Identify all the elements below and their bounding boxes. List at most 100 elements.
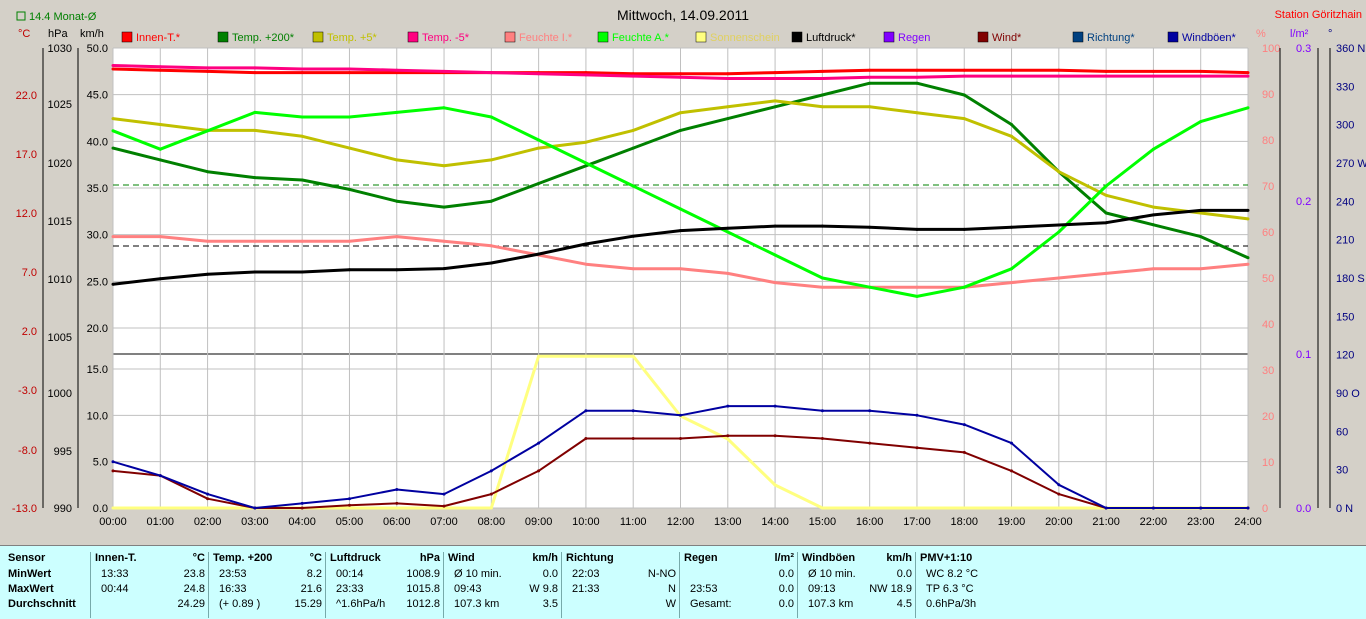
series-point — [489, 115, 493, 119]
series-point — [300, 67, 304, 71]
legend-label: Feuchte I.* — [519, 32, 573, 44]
stats-column: Wind km/h Ø 10 min. 0.0 09:43 W 9.8 107.3 km 3.… — [443, 552, 562, 618]
series-point — [1151, 147, 1155, 151]
stats-header: PMV+1:10 — [920, 552, 1032, 568]
hour-tick-label: 06:00 — [383, 516, 411, 528]
series-point — [1104, 193, 1108, 197]
sun-tick-label: 20 — [1262, 411, 1274, 423]
series-point — [1057, 74, 1061, 78]
series-point — [1010, 123, 1013, 126]
statistics-panel: Sensor MinWert MaxWert Durchschnitt Innen-T.… — [0, 545, 1366, 619]
stats-time: 23:53 — [690, 583, 718, 595]
series-point — [206, 492, 210, 496]
legend-swatch — [883, 31, 895, 43]
stats-row: Durchschnitt — [8, 598, 86, 614]
humidity-tick-label: 40 — [1262, 319, 1274, 331]
stats-time: ^1.6hPa/h — [336, 598, 386, 610]
direction-tick-label: 180 S — [1336, 273, 1365, 285]
series-point — [584, 140, 588, 144]
series-point — [631, 184, 635, 188]
series-point — [253, 128, 257, 132]
stats-time: 00:14 — [336, 568, 364, 580]
series-point — [253, 239, 257, 243]
stats-value: 15.29 — [294, 598, 322, 610]
stats-time: Gesamt: — [690, 598, 732, 610]
stats-row: Ø 10 min. 0.0 — [802, 568, 912, 584]
stats-row: 09:13 NW 18.9 — [802, 583, 912, 599]
legend-label: Temp. +5* — [327, 32, 378, 44]
stats-value: 23.8 — [183, 568, 205, 580]
series-point — [1104, 271, 1108, 275]
series-point — [773, 77, 777, 80]
series-point — [679, 413, 682, 417]
series-point — [820, 77, 824, 80]
hour-tick-label: 20:00 — [1045, 516, 1073, 528]
legend-label: Luftdruck* — [806, 32, 856, 44]
stats-row: 13:33 23.8 — [95, 568, 205, 584]
series-point — [1104, 69, 1108, 73]
legend-swatch — [312, 31, 324, 43]
stats-row: ^1.6hPa/h 1012.8 — [330, 598, 440, 614]
series-point — [1246, 256, 1250, 260]
series-point — [158, 158, 162, 162]
series-point — [442, 106, 446, 110]
series-point — [158, 123, 162, 126]
humidity-tick-label: 50 — [1262, 273, 1274, 285]
series-point — [584, 262, 588, 266]
series-point — [820, 93, 824, 97]
series-point — [679, 128, 682, 132]
series-point — [1246, 74, 1250, 78]
series-point — [489, 469, 493, 473]
series-point — [348, 187, 351, 191]
series-point — [631, 409, 635, 413]
series-point — [584, 242, 588, 246]
series-point — [348, 239, 351, 243]
series-point — [915, 111, 919, 115]
series-point — [631, 437, 635, 440]
stats-header-unit: hPa — [419, 552, 440, 564]
series-point — [584, 437, 588, 440]
kmh-tick-label: 0.0 — [93, 503, 108, 515]
series-point — [348, 146, 351, 150]
hpa-tick-label: 1010 — [48, 274, 72, 286]
stats-row: Gesamt: 0.0 — [684, 598, 794, 614]
series-point — [679, 267, 682, 271]
series-point — [915, 413, 919, 417]
legend-swatch — [217, 31, 229, 43]
series-point — [395, 235, 399, 239]
legend-label: Innen-T.* — [136, 32, 181, 44]
stats-header-label: Temp. +200 — [213, 552, 273, 564]
series-point — [395, 488, 399, 491]
stats-time: 23:33 — [336, 583, 364, 595]
hour-tick-label: 02:00 — [194, 516, 222, 528]
hour-tick-label: 19:00 — [998, 516, 1026, 528]
series-point — [348, 268, 351, 272]
series-point — [679, 72, 682, 76]
stats-row: TP 6.3 °C — [920, 583, 1032, 599]
humidity-tick-label: 70 — [1262, 181, 1274, 193]
legend-swatch — [1072, 31, 1084, 43]
legend-swatch — [1167, 31, 1179, 43]
series-point — [820, 105, 824, 109]
series-point — [442, 164, 446, 168]
direction-tick-label: 30 — [1336, 465, 1348, 477]
series-point — [442, 504, 446, 508]
kmh-tick-label: 50.0 — [87, 43, 108, 55]
series-point — [915, 294, 919, 298]
stats-value: 1015.8 — [406, 583, 440, 595]
direction-tick-label: 330 — [1336, 81, 1354, 93]
direction-tick-label: 300 — [1336, 120, 1354, 132]
series-point — [489, 261, 493, 265]
kmh-tick-label: 25.0 — [87, 276, 108, 288]
series-point — [158, 65, 162, 69]
series-point — [1151, 74, 1155, 78]
kmh-tick-label: 40.0 — [87, 136, 108, 148]
series-point — [253, 110, 257, 114]
series-point — [348, 503, 351, 507]
hpa-tick-label: 1020 — [48, 158, 72, 170]
series-point — [206, 497, 210, 501]
series-point — [111, 146, 115, 150]
series-point — [111, 506, 115, 510]
series-point — [584, 161, 588, 165]
stats-header-label: Regen — [684, 552, 718, 564]
